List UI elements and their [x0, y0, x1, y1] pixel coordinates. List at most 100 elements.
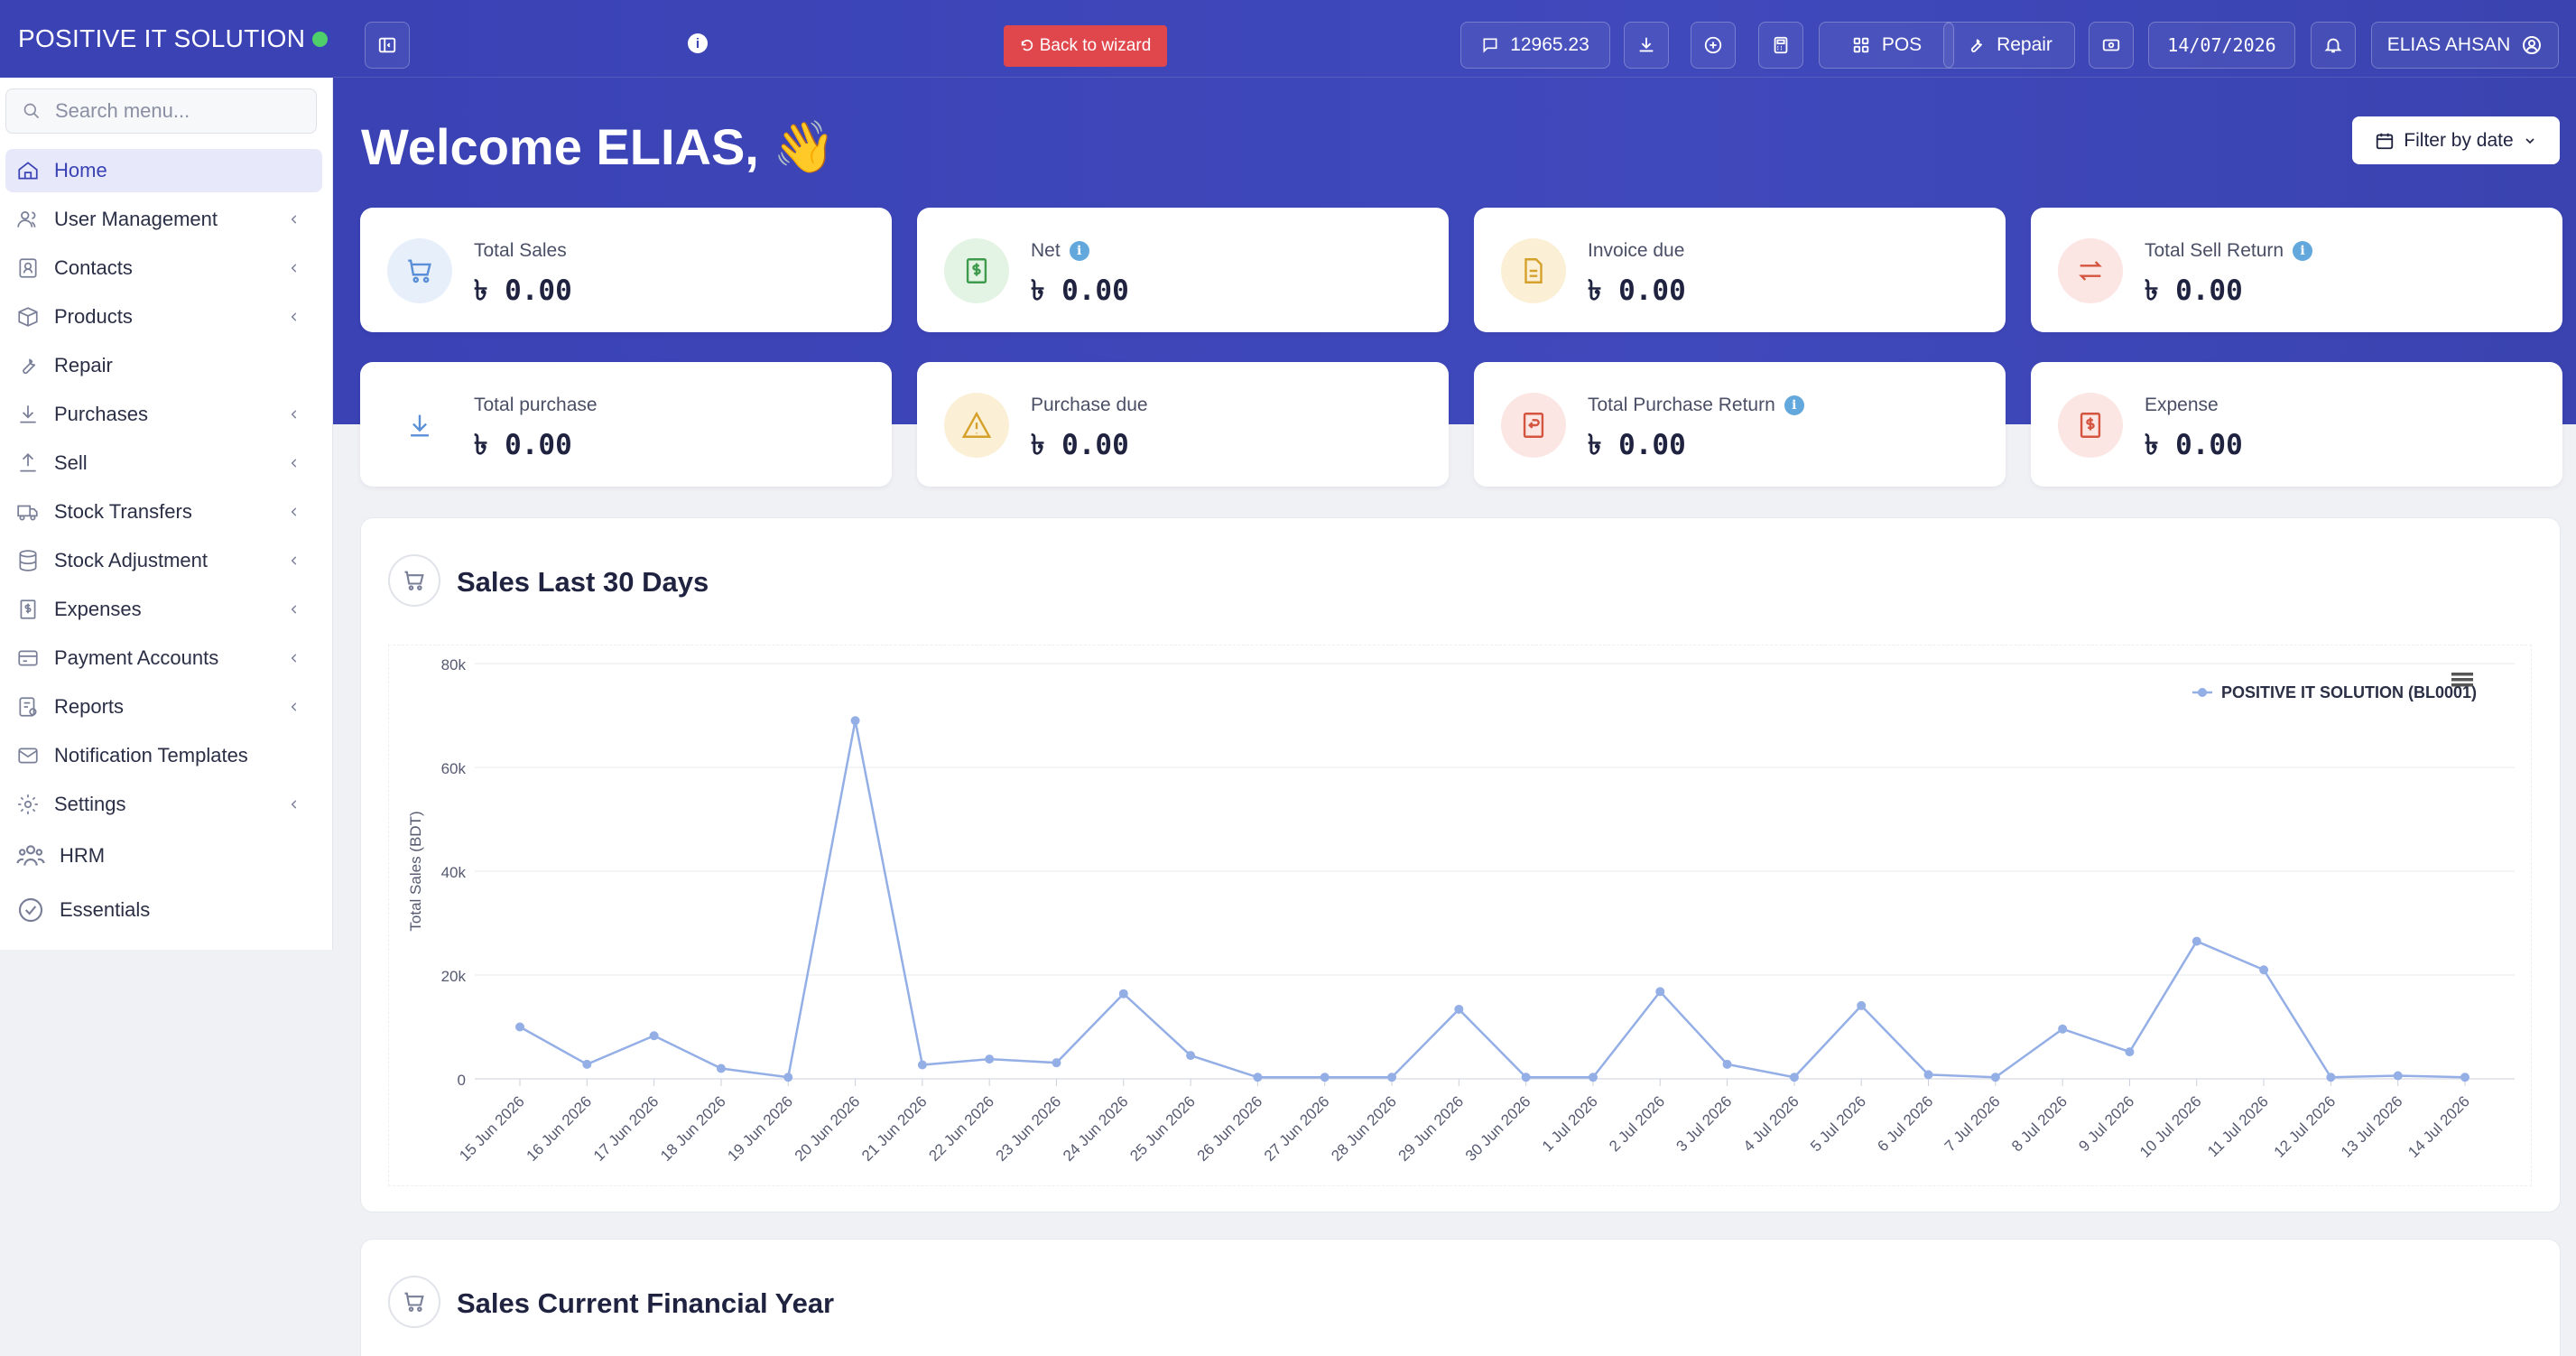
info-icon[interactable]: i	[688, 33, 708, 53]
sidebar-item-reports[interactable]: Reports	[0, 683, 333, 731]
data-point	[1454, 1004, 1464, 1014]
sidebar-item-purchases[interactable]: Purchases	[0, 390, 333, 439]
back-to-wizard-label: Back to wizard	[1039, 36, 1152, 55]
warning-icon	[944, 393, 1009, 458]
stat-label-row: Total Sell Return i	[2145, 240, 2313, 262]
x-tick-label: 16 Jun 2026	[524, 1092, 596, 1165]
filter-by-date-button[interactable]: Filter by date	[2352, 116, 2560, 164]
stat-card-total-purchase-return: Total Purchase Return i ৳ 0.00	[1474, 362, 2006, 487]
undo-icon	[1021, 39, 1033, 51]
data-point	[2259, 965, 2269, 975]
x-tick-label: 14 Jul 2026	[2405, 1092, 2473, 1161]
toggle-sidebar-button[interactable]	[365, 22, 410, 69]
data-point	[1857, 1000, 1867, 1010]
info-icon[interactable]: i	[1069, 241, 1089, 261]
sidebar-item-stock-transfers[interactable]: Stock Transfers	[0, 488, 333, 536]
y-tick-label: 80k	[441, 656, 467, 673]
data-point	[515, 1022, 524, 1032]
date-display[interactable]: 14/07/2026	[2148, 22, 2295, 69]
stat-label: Purchase due	[1031, 395, 1148, 415]
data-point	[2326, 1073, 2336, 1082]
data-point	[1521, 1073, 1531, 1082]
x-tick-label: 15 Jun 2026	[456, 1092, 528, 1165]
sales-last-30-days-panel: Sales Last 30 Days 0 20k 40k 60k 80k Total Sa…	[360, 517, 2561, 1212]
sales-line-chart: 0 20k 40k 60k 80k Total Sales (BDT) 15 Jun 202…	[407, 656, 2515, 1165]
info-icon[interactable]: i	[1784, 395, 1804, 415]
wrench-icon	[23, 358, 36, 375]
download-icon	[20, 405, 36, 423]
sidebar-item-products[interactable]: Products	[0, 293, 333, 341]
stat-label: Invoice due	[1588, 240, 1685, 261]
chart-menu-icon[interactable]	[2451, 673, 2473, 687]
stat-label: Expense	[2145, 395, 2219, 415]
series-line	[519, 720, 2466, 1079]
legend-label: POSITIVE IT SOLUTION (BL0001)	[2221, 683, 2477, 701]
data-point	[2393, 1071, 2403, 1081]
sidebar-item-settings[interactable]: Settings	[0, 780, 333, 829]
calculator-button[interactable]	[1758, 22, 1803, 69]
data-point	[917, 1060, 927, 1070]
sidebar-item-hrm[interactable]: HRM	[0, 829, 333, 883]
gear-icon	[18, 794, 38, 814]
x-tick-label: 29 Jun 2026	[1395, 1092, 1468, 1165]
y-tick-label: 60k	[441, 760, 467, 777]
data-point	[1186, 1051, 1196, 1061]
x-tick-label: 28 Jun 2026	[1328, 1092, 1400, 1165]
user-menu-button[interactable]: ELIAS AHSAN	[2371, 22, 2559, 69]
stat-label: Net	[1031, 240, 1061, 261]
download-button[interactable]	[1624, 22, 1669, 69]
chevron-left-icon	[291, 459, 297, 468]
info-icon[interactable]: i	[2293, 241, 2313, 261]
pos-button[interactable]: POS	[1819, 22, 1954, 69]
stat-card-total-sales: Total Sales ৳ 0.00	[360, 208, 892, 332]
file-icon	[1501, 238, 1566, 303]
sidebar-item-contacts[interactable]: Contacts	[0, 244, 333, 293]
grid-icon	[1853, 37, 1869, 53]
x-tick-label: 4 Jul 2026	[1740, 1092, 1802, 1155]
pos-label: POS	[1881, 34, 1923, 55]
data-point	[1588, 1073, 1598, 1082]
data-point	[850, 716, 860, 726]
data-point	[582, 1059, 592, 1069]
x-tick-label: 10 Jul 2026	[2136, 1092, 2205, 1161]
sales-chart: 0 20k 40k 60k 80k Total Sales (BDT) 15 Jun 202…	[388, 645, 2532, 1186]
search-menu-input[interactable]: Search menu...	[5, 88, 317, 134]
stat-card-invoice-due: Invoice due ৳ 0.00	[1474, 208, 2006, 332]
sidebar-item-user-management[interactable]: User Management	[0, 195, 333, 244]
repair-button[interactable]: Repair	[1943, 22, 2075, 69]
sidebar-item-label: Purchases	[54, 403, 148, 425]
back-to-wizard-button[interactable]: Back to wizard	[1004, 25, 1167, 67]
sidebar-item-home[interactable]: Home	[5, 149, 322, 192]
x-tick-label: 7 Jul 2026	[1941, 1092, 2004, 1155]
cash-register-button[interactable]	[2089, 22, 2134, 69]
sidebar-item-notification-templates[interactable]: Notification Templates	[0, 731, 333, 780]
data-point	[1320, 1073, 1330, 1082]
chevron-left-icon	[291, 312, 297, 321]
notifications-button[interactable]	[2311, 22, 2356, 69]
brand-name: POSITIVE IT SOLUTION	[18, 24, 306, 52]
data-point	[1387, 1073, 1397, 1082]
mail-icon	[18, 748, 38, 764]
data-point	[716, 1063, 726, 1073]
sidebar-item-essentials[interactable]: Essentials	[0, 883, 333, 937]
calendar-icon	[2377, 133, 2394, 149]
sidebar-item-stock-adjustment[interactable]: Stock Adjustment	[0, 536, 333, 585]
stat-value: ৳ 0.00	[2145, 429, 2243, 461]
sidebar-item-repair[interactable]: Repair	[0, 341, 333, 390]
sidebar-item-sell[interactable]: Sell	[0, 439, 333, 488]
stat-label: Total Sales	[474, 240, 567, 261]
sidebar-item-payment-accounts[interactable]: Payment Accounts	[0, 634, 333, 683]
add-button[interactable]	[1691, 22, 1736, 69]
sidebar-item-expenses[interactable]: Expenses	[0, 585, 333, 634]
x-tick-label: 12 Jul 2026	[2271, 1092, 2340, 1161]
x-tick-label: 30 Jun 2026	[1462, 1092, 1534, 1165]
calculator-icon	[1774, 36, 1788, 54]
data-point	[1923, 1070, 1933, 1080]
download-icon	[1639, 37, 1654, 52]
stat-label-row: Expense	[2145, 395, 2219, 416]
data-point	[985, 1054, 995, 1064]
balance-button[interactable]: 12965.23	[1460, 22, 1610, 69]
x-tick-label: 1 Jul 2026	[1539, 1092, 1601, 1155]
stat-label: Total Purchase Return	[1588, 395, 1775, 415]
date-value: 14/07/2026	[2167, 34, 2276, 56]
